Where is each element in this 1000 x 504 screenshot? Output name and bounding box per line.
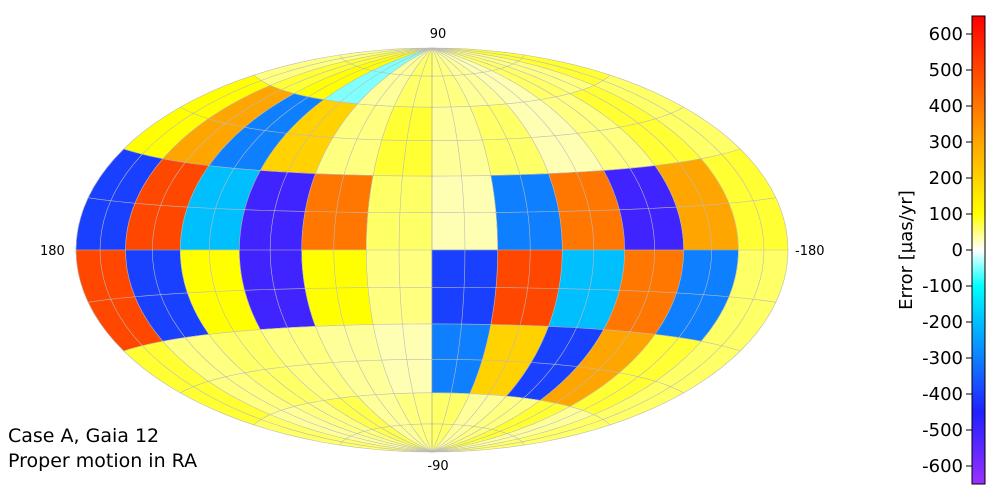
graticule-line: [301, 47, 433, 453]
graticule-line: [431, 47, 563, 453]
graticule-line: [398, 47, 433, 453]
graticule-line: [431, 47, 765, 453]
graticule-line: [333, 47, 433, 453]
graticule-line: [269, 47, 433, 453]
colorbar-tick-label: -300: [922, 348, 963, 369]
colorbar-tick-label: 300: [929, 132, 963, 153]
graticule-line: [431, 47, 531, 453]
graticule-line: [431, 47, 655, 453]
graticule-line: [99, 47, 433, 453]
annotation: Case A, Gaia 12: [8, 425, 159, 447]
colorbar-tick-label: 100: [929, 204, 963, 225]
colorbar-tick-label: 500: [929, 60, 963, 81]
colorbar-tick-label: -100: [922, 276, 963, 297]
colorbar: [971, 15, 986, 485]
colorbar-tick-label: -600: [922, 456, 963, 477]
lat-label: 90: [430, 27, 447, 42]
graticule-line: [239, 47, 433, 453]
graticule-line: [431, 47, 499, 453]
colorbar-tick-label: -500: [922, 420, 963, 441]
colorbar-label: Error [µas/yr]: [896, 190, 917, 310]
lon-label: -180: [795, 244, 825, 259]
graticule-line: [431, 47, 739, 453]
colorbar-tick-label: -400: [922, 384, 963, 405]
graticule-line: [125, 47, 433, 453]
annotation: Proper motion in RA: [8, 450, 197, 472]
graticule: [75, 47, 789, 453]
graticule-line: [431, 47, 466, 453]
graticule-line: [431, 47, 595, 453]
graticule-line: [431, 47, 685, 453]
graticule-line: [209, 47, 433, 453]
graticule-line: [431, 47, 625, 453]
graticule-line: [365, 47, 433, 453]
graticule-line: [179, 47, 433, 453]
colorbar-tick-label: 200: [929, 168, 963, 189]
colorbar-tick-label: 0: [952, 240, 963, 261]
colorbar-tick-label: 400: [929, 96, 963, 117]
graticule-line: [431, 47, 713, 453]
graticule-line: [431, 47, 789, 453]
graticule-line: [75, 47, 433, 453]
colorbar-tick-label: -200: [922, 312, 963, 333]
colorbar-tick-label: 600: [929, 24, 963, 45]
lon-label: 180: [40, 244, 65, 259]
lat-label: -90: [427, 459, 448, 474]
graticule-line: [151, 47, 433, 453]
